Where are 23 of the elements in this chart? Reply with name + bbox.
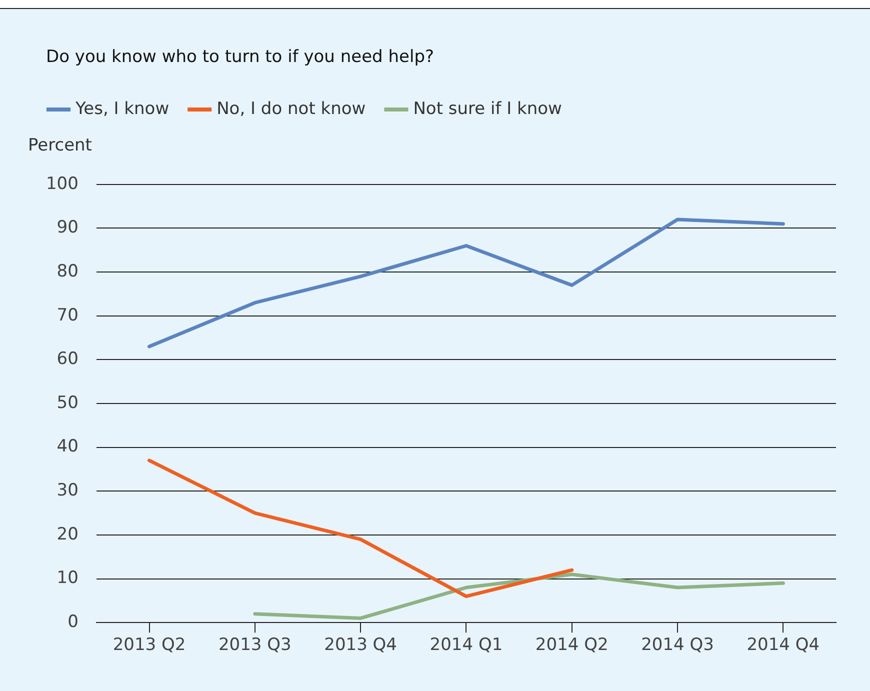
- y-tick-label: 20: [56, 524, 78, 544]
- x-tick-label: 2014 Q3: [641, 635, 714, 656]
- y-tick-label: 0: [68, 612, 78, 632]
- y-tick-label: 90: [56, 218, 78, 238]
- y-tick-label: 10: [56, 568, 78, 588]
- chart-title: Do you know who to turn to if you need help?: [46, 47, 434, 67]
- x-tick-label: 2013 Q3: [218, 635, 292, 656]
- x-tick-label: 2013 Q2: [112, 635, 186, 656]
- y-tick-label: 100: [46, 174, 78, 194]
- legend-label: Not sure if I know: [413, 98, 562, 119]
- y-tick-label: 30: [56, 480, 78, 501]
- y-tick-label: 50: [56, 392, 78, 413]
- y-tick-label: 80: [56, 261, 78, 282]
- y-tick-label: 60: [56, 349, 78, 370]
- y-tick-label: 70: [56, 305, 78, 326]
- y-tick-label: 40: [56, 436, 78, 457]
- x-tick-label: 2014 Q2: [535, 635, 608, 656]
- legend-label: Yes, I know: [74, 98, 170, 119]
- x-tick-label: 2014 Q4: [746, 635, 820, 656]
- x-tick-label: 2013 Q4: [324, 635, 398, 656]
- x-tick-label: 2014 Q1: [430, 635, 503, 656]
- y-axis-title: Percent: [28, 136, 92, 156]
- legend-label: No, I do not know: [216, 98, 366, 119]
